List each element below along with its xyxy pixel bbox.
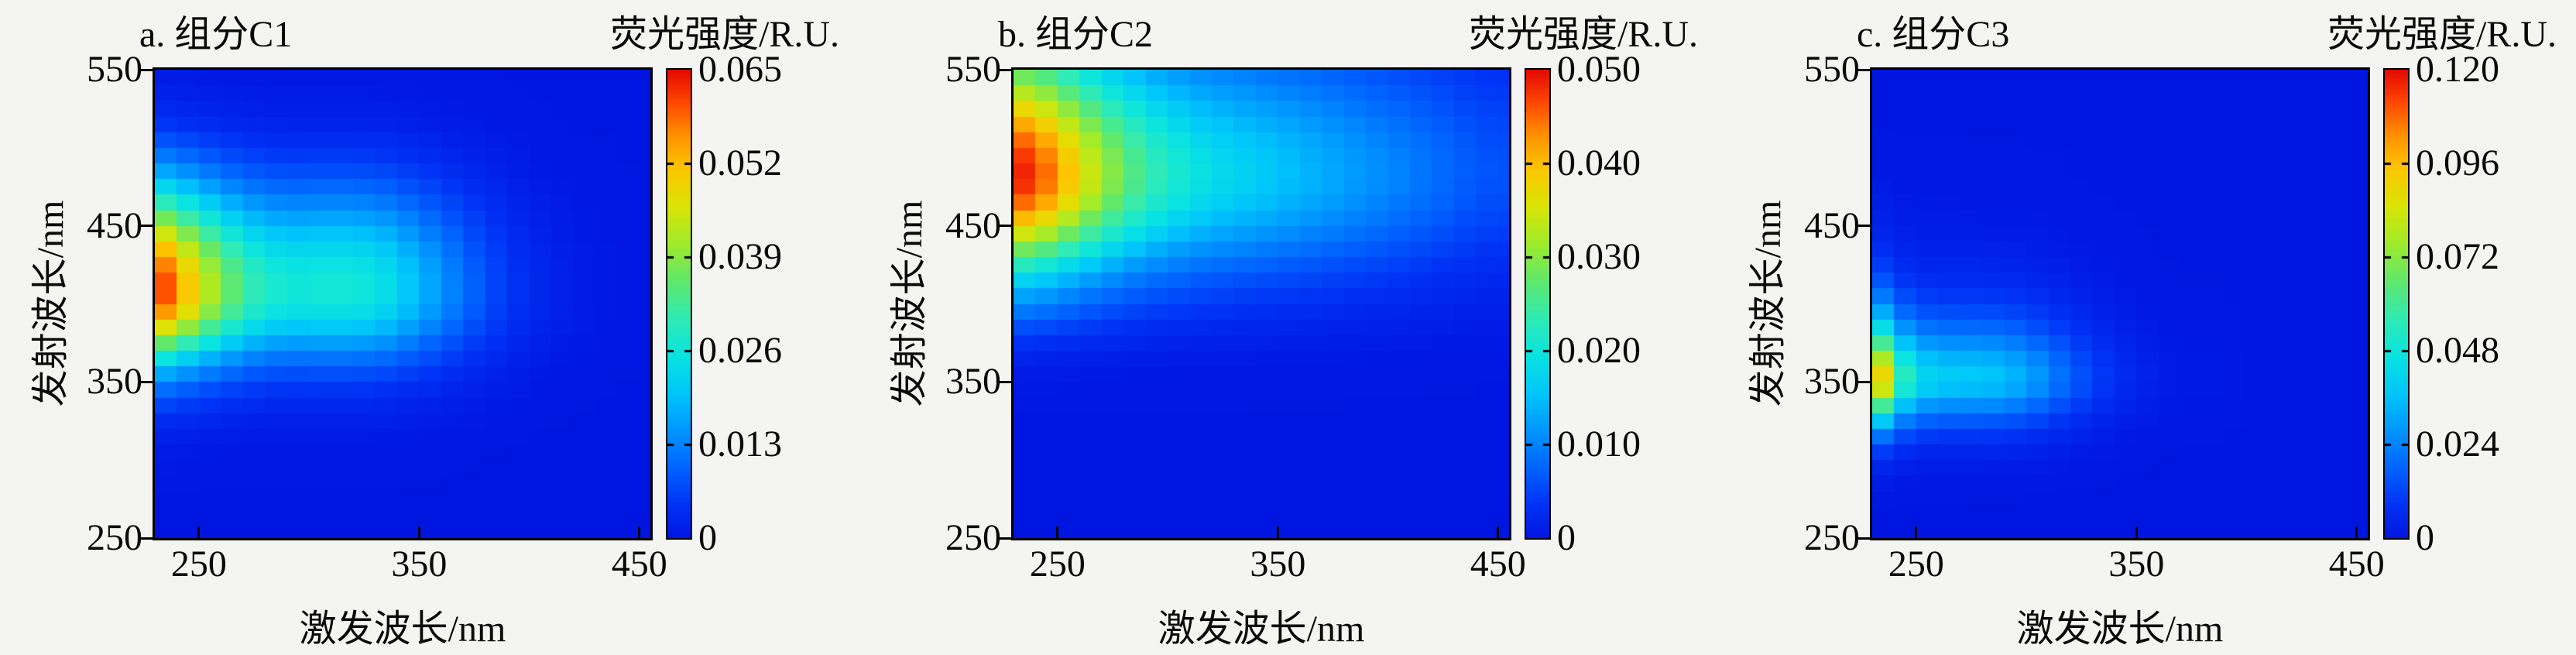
eem-heatmap-canvas-c2 (1014, 70, 1509, 538)
colorbar-tick-label: 0.024 (2416, 424, 2499, 465)
x-axis-label: 激发波长/nm (1158, 609, 1365, 650)
panel-title-c3: c. 组分C3 (1857, 14, 2010, 55)
colorbar-tick-label: 0.040 (1557, 142, 1641, 183)
x-tick-label: 450 (1470, 544, 1526, 585)
colorbar-canvas-c1 (667, 70, 691, 538)
colorbar-tick-label: 0 (1557, 517, 1576, 558)
colorbar-tick-label: 0.020 (1557, 330, 1641, 371)
eem-panel-c3: c. 组分C3 荧光强度/R.U. 发射波长/nm 250 350 450 550 25… (1717, 0, 2576, 655)
colorbar-tick-label: 0.052 (698, 142, 782, 183)
y-tick-mark (1856, 225, 1870, 228)
y-tick-label: 250 (87, 517, 142, 558)
y-axis-label: 发射波长/nm (1748, 200, 1789, 407)
colorbar-tick-label: 0.048 (2416, 330, 2499, 371)
colorbar-tick-label: 0.013 (698, 424, 782, 465)
y-tick-mark (139, 68, 153, 71)
x-tick-label: 450 (2328, 544, 2385, 585)
eem-panel-c1: a. 组分C1 荧光强度/R.U. 发射波长/nm 250 350 450 550 25… (0, 0, 859, 655)
x-axis-label: 激发波长/nm (2016, 609, 2224, 650)
colorbar-canvas-c2 (1526, 70, 1549, 538)
y-axis-label: 发射波长/nm (30, 200, 71, 407)
panel-title-c1: a. 组分C1 (139, 14, 293, 55)
colorbar-title: 荧光强度/R.U. (2327, 14, 2557, 55)
colorbar-tick-label: 0.030 (1557, 236, 1641, 277)
x-tick-label: 450 (611, 544, 667, 585)
colorbar-tick-label: 0.010 (1557, 424, 1641, 465)
colorbar-title: 荧光强度/R.U. (1468, 14, 1698, 55)
eem-heatmap-canvas-c1 (155, 70, 650, 538)
y-tick-mark (1856, 537, 1870, 540)
colorbar-tick-label: 0.026 (698, 330, 782, 371)
colorbar-tick-label: 0.039 (698, 236, 782, 277)
y-tick-label: 550 (87, 49, 142, 90)
colorbar-tick-label: 0.072 (2416, 236, 2499, 277)
y-tick-mark (997, 537, 1011, 540)
y-tick-mark (139, 537, 153, 540)
colorbar-canvas-c3 (2385, 70, 2408, 538)
x-tick-label: 250 (170, 544, 227, 585)
colorbar-tick-label: 0 (698, 517, 717, 558)
colorbar-tick-label: 0 (2416, 517, 2434, 558)
y-tick-label: 250 (945, 517, 1001, 558)
y-tick-mark (1856, 68, 1870, 71)
y-tick-mark (997, 380, 1011, 383)
colorbar-title: 荧光强度/R.U. (609, 14, 839, 55)
panel-title-c2: b. 组分C2 (998, 14, 1154, 55)
y-tick-label: 550 (1804, 49, 1860, 90)
x-tick-label: 250 (1029, 544, 1086, 585)
x-tick-label: 350 (2108, 544, 2165, 585)
y-axis-label: 发射波长/nm (889, 200, 930, 407)
x-tick-label: 350 (1250, 544, 1306, 585)
y-tick-label: 250 (1804, 517, 1860, 558)
heatmap-plot-c1 (155, 70, 650, 538)
x-tick-label: 350 (391, 544, 448, 585)
y-tick-mark (1856, 380, 1870, 383)
y-tick-mark (997, 68, 1011, 71)
colorbar-tick-label: 0.096 (2416, 142, 2499, 183)
y-tick-label: 550 (945, 49, 1001, 90)
y-tick-mark (139, 225, 153, 228)
y-tick-mark (997, 225, 1011, 228)
eem-heatmap-canvas-c3 (1872, 70, 2368, 538)
x-axis-label: 激发波长/nm (299, 609, 506, 650)
y-tick-mark (139, 380, 153, 383)
x-tick-label: 250 (1888, 544, 1944, 585)
eem-panel-c2: b. 组分C2 荧光强度/R.U. 发射波长/nm 250 350 450 550 25… (859, 0, 1717, 655)
heatmap-plot-c3 (1872, 70, 2368, 538)
heatmap-plot-c2 (1014, 70, 1509, 538)
